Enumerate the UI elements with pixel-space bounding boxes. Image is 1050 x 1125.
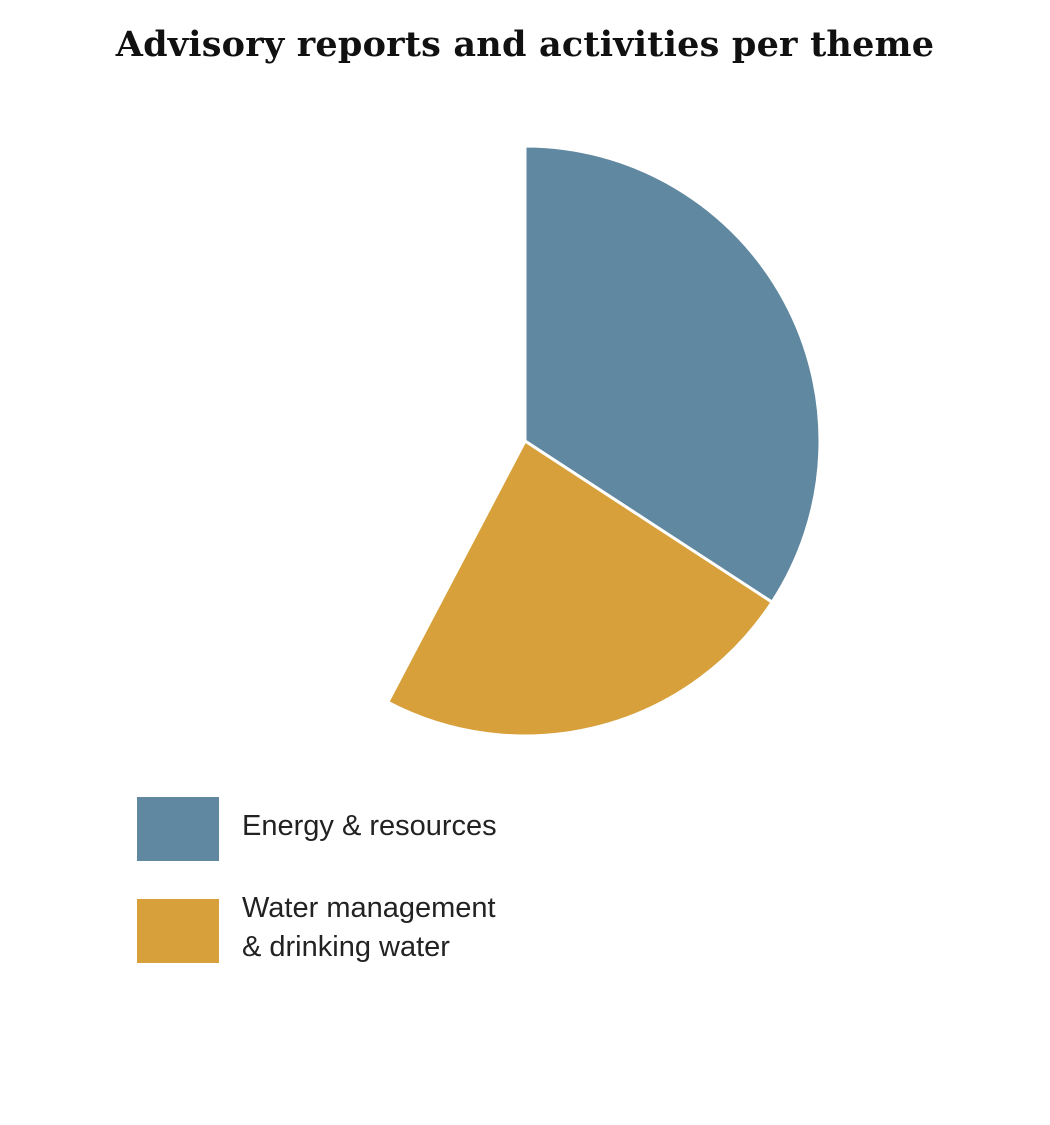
legend-swatch-water: [137, 899, 219, 963]
legend-item-water: Water management & drinking water: [137, 892, 496, 967]
legend-label-water: Water management & drinking water: [242, 892, 496, 963]
legend-swatch-energy: [137, 797, 219, 861]
legend-label-energy: Energy & resources: [242, 810, 497, 842]
pie-slice-1: [386, 439, 774, 738]
legend-item-energy: Energy & resources: [137, 797, 497, 861]
chart-title: Advisory reports and activities per them…: [115, 24, 935, 65]
